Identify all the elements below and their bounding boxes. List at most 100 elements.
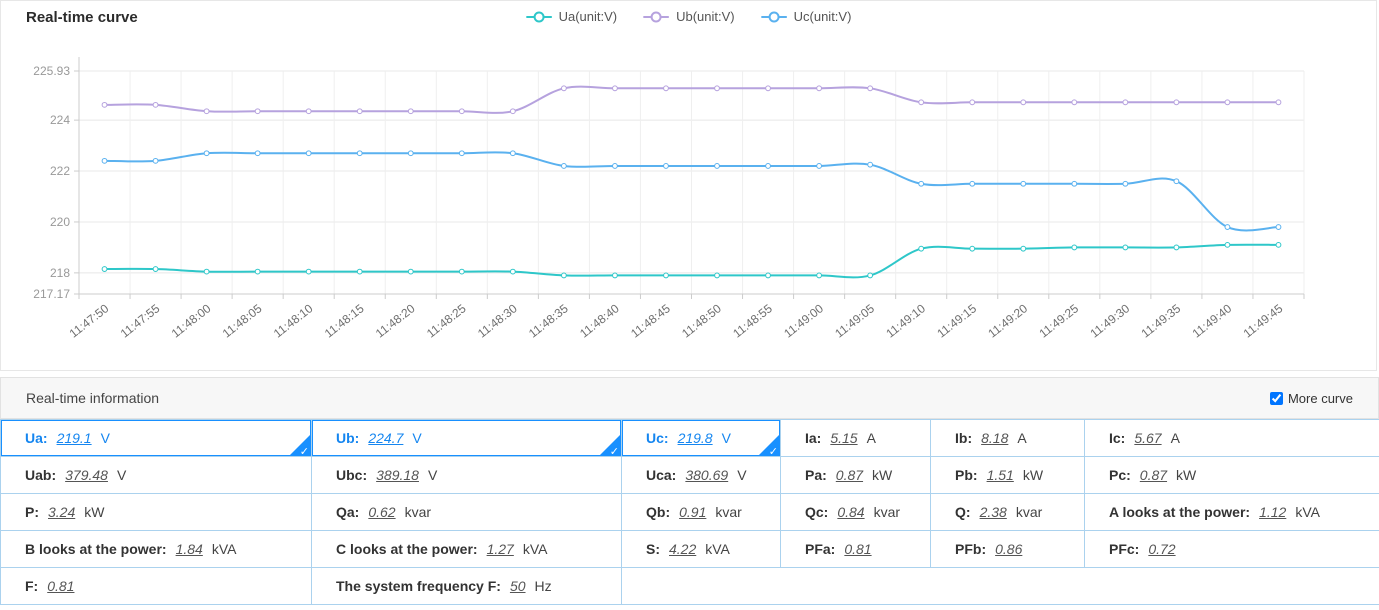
series-point-Ua (1020, 245, 1027, 252)
cell-unit: A (1170, 430, 1180, 446)
cell-unit: kVA (522, 541, 548, 557)
cell-value: 0.81 (47, 578, 75, 594)
series-point-Ub (969, 99, 976, 106)
selected-corner-badge (289, 434, 311, 456)
series-point-Ub (1173, 99, 1180, 106)
x-axis-label: 11:47:55 (118, 301, 163, 340)
cell-label: PFb: (955, 541, 987, 557)
legend-item-Uc[interactable]: Uc(unit:V) (760, 9, 851, 24)
more-curve-toggle[interactable]: More curve (1269, 391, 1353, 406)
series-line-Ua (103, 243, 1280, 279)
table-cell-s[interactable]: S: 4.22 kVA (622, 531, 781, 568)
x-axis-label: 11:48:10 (271, 301, 316, 340)
cell-label: S: (646, 541, 660, 557)
cell-value: 4.22 (669, 541, 697, 557)
cell-value: 8.18 (981, 430, 1009, 446)
y-axis-label: 224 (50, 113, 70, 127)
cell-unit: kvar (715, 504, 742, 520)
x-axis-label: 11:49:10 (883, 301, 928, 340)
series-point-Ua (356, 268, 363, 275)
x-axis-label: 11:48:40 (577, 301, 622, 340)
series-point-Ub (458, 108, 465, 115)
y-axis-label: 218 (50, 266, 70, 280)
table-cell-ib[interactable]: Ib: 8.18 A (931, 420, 1085, 457)
series-point-Ua (765, 272, 771, 279)
table-cell-the-system-frequency-f[interactable]: The system frequency F: 50 Hz (312, 568, 622, 605)
series-point-Ub (765, 85, 771, 92)
table-cell-pa[interactable]: Pa: 0.87 kW (781, 457, 931, 494)
series-point-Ub (1020, 99, 1027, 106)
series-point-Ub (714, 85, 720, 92)
cell-unit: kW (1176, 467, 1197, 483)
cell-label: PFc: (1109, 541, 1140, 557)
cell-label: Ua: (25, 430, 48, 446)
cell-label: The system frequency F: (336, 578, 501, 594)
table-cell-qc[interactable]: Qc: 0.84 kvar (781, 494, 931, 531)
table-cell-qb[interactable]: Qb: 0.91 kvar (622, 494, 781, 531)
table-cell-empty (622, 568, 1379, 605)
checkmark-icon: ✓ (768, 446, 778, 457)
table-cell-p[interactable]: P: 3.24 kW (1, 494, 312, 531)
table-cell-a-looks-at-the-power[interactable]: A looks at the power: 1.12 kVA (1085, 494, 1379, 531)
series-point-Uc (1020, 180, 1027, 187)
x-axis-label: 11:49:25 (1036, 301, 1081, 340)
cell-value: 0.84 (837, 504, 865, 520)
cell-value: 0.72 (1148, 541, 1176, 557)
table-cell-pfc[interactable]: PFc: 0.72 (1085, 531, 1379, 568)
cell-value: 2.38 (979, 504, 1007, 520)
table-cell-ic[interactable]: Ic: 5.67 A (1085, 420, 1379, 457)
series-point-Ua (1275, 241, 1282, 248)
series-line-Uc (103, 151, 1280, 232)
series-point-Uc (1173, 178, 1180, 185)
series-point-Ua (1224, 241, 1231, 248)
table-cell-ia[interactable]: Ia: 5.15 A (781, 420, 931, 457)
cell-label: F: (25, 578, 39, 594)
cell-value: 5.67 (1134, 430, 1162, 446)
cell-label: Ib: (955, 430, 973, 446)
checkmark-icon: ✓ (299, 446, 309, 457)
info-title: Real-time information (26, 390, 160, 406)
table-cell-uab[interactable]: Uab: 379.48 V (1, 457, 312, 494)
cell-label: Uc: (646, 430, 669, 446)
series-point-Uc (969, 180, 976, 187)
more-curve-checkbox[interactable] (1269, 391, 1283, 405)
table-cell-uc[interactable]: Uc: 219.8 V ✓ (622, 420, 781, 457)
realtime-curve-card: 217.17 218 220 222 224 225.93 11:47:50 11:47:55… (0, 0, 1377, 371)
x-axis-label: 11:49:15 (934, 301, 979, 340)
selected-corner-badge (758, 434, 780, 456)
chart-legend: Ua(unit:V) Ub(unit:V) Uc(unit:V) (525, 9, 851, 24)
cell-value: 379.48 (65, 467, 108, 483)
table-cell-b-looks-at-the-power[interactable]: B looks at the power: 1.84 kVA (1, 531, 312, 568)
table-cell-ua[interactable]: Ua: 219.1 V ✓ (1, 420, 312, 457)
cell-label: P: (25, 504, 39, 520)
x-axis-label: 11:48:55 (730, 301, 775, 340)
series-line-Ub (103, 85, 1280, 114)
realtime-curve-chart: 217.17 218 220 222 224 225.93 11:47:50 11:47:55… (33, 57, 1305, 341)
y-axis-label: 225.93 (33, 64, 70, 78)
table-cell-pfb[interactable]: PFb: 0.86 (931, 531, 1085, 568)
table-cell-q[interactable]: Q: 2.38 kvar (931, 494, 1085, 531)
cell-label: Ic: (1109, 430, 1126, 446)
table-cell-qa[interactable]: Qa: 0.62 kvar (312, 494, 622, 531)
cell-label: Ia: (805, 430, 822, 446)
table-cell-f[interactable]: F: 0.81 (1, 568, 312, 605)
cell-value: 5.15 (830, 430, 858, 446)
table-cell-uca[interactable]: Uca: 380.69 V (622, 457, 781, 494)
table-cell-ubc[interactable]: Ubc: 389.18 V (312, 457, 622, 494)
series-point-Ua (969, 245, 976, 252)
chart-title: Real-time curve (26, 9, 138, 26)
table-cell-ub[interactable]: Ub: 224.7 V ✓ (312, 420, 622, 457)
cell-value: 0.87 (835, 467, 864, 483)
table-cell-c-looks-at-the-power[interactable]: C looks at the power: 1.27 kVA (312, 531, 622, 568)
series-point-Ua (1071, 244, 1078, 251)
cell-value: 219.8 (677, 430, 713, 446)
legend-item-Ub[interactable]: Ub(unit:V) (643, 9, 735, 24)
cell-label: Qa: (336, 504, 360, 520)
table-cell-pc[interactable]: Pc: 0.87 kW (1085, 457, 1379, 494)
table-cell-pb[interactable]: Pb: 1.51 kW (931, 457, 1085, 494)
table-cell-pfa[interactable]: PFa: 0.81 (781, 531, 931, 568)
series-point-Ub (816, 85, 823, 92)
y-axis-label: 220 (50, 215, 70, 229)
series-point-Ub (305, 108, 312, 115)
legend-item-Ua[interactable]: Ua(unit:V) (525, 9, 617, 24)
